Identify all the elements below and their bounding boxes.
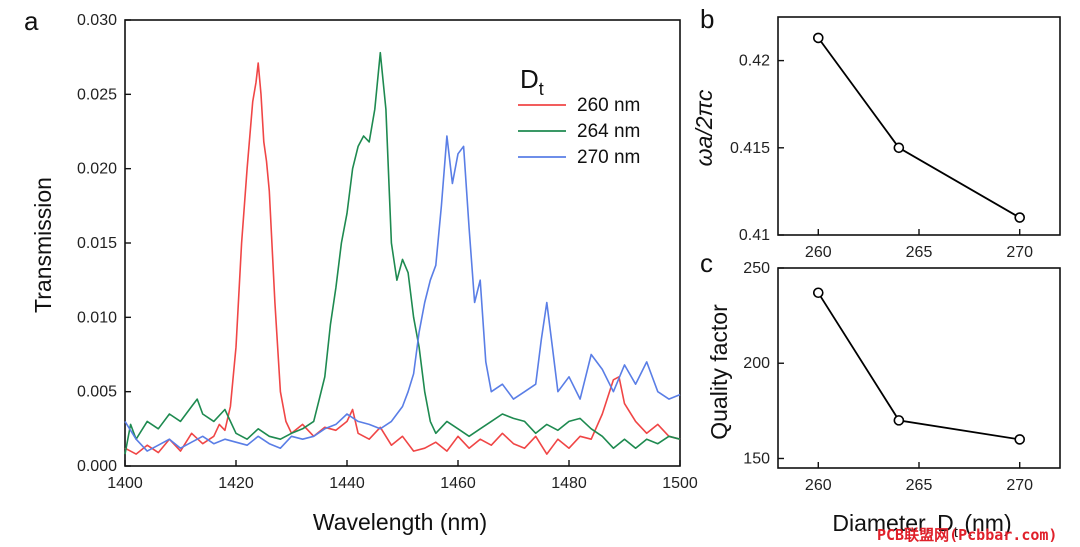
legend-label: 270 nm — [577, 147, 640, 168]
panel-a-x-tick-label: 1420 — [218, 475, 254, 492]
panel-b-x-tick-label: 265 — [906, 244, 933, 261]
panel-c-y-tick-label: 200 — [743, 355, 770, 372]
panel-c-y-tick-label: 150 — [743, 450, 770, 467]
panel-a-y-tick-label: 0.015 — [77, 235, 117, 252]
panel-a-y-tick-label: 0.005 — [77, 384, 117, 401]
panel-c-y-tick-label: 250 — [743, 260, 770, 277]
panel-c-x-tick-label: 270 — [1006, 477, 1033, 494]
panel-b-x-tick-label: 260 — [805, 244, 832, 261]
panel-c-x-tick-label: 265 — [906, 477, 933, 494]
panel-b-frame — [777, 16, 1061, 236]
panel-b-y-tick-label: 0.42 — [739, 53, 770, 70]
panel-a-x-tick-label: 1460 — [440, 475, 476, 492]
panel-b-series — [812, 32, 1026, 223]
panel-c-chart: 260 265 270 150 200 250 Quality factor Diame… — [706, 260, 1061, 541]
panel-a-x-tick-label: 1500 — [662, 475, 698, 492]
panel-c-x-label: Diameter, Dt (nm) — [832, 510, 1011, 541]
panel-c-y-ticks: 150 200 250 — [743, 260, 784, 467]
panel-b-x-tick-label: 270 — [1006, 244, 1033, 261]
panel-a-x-tick-label: 1400 — [107, 475, 143, 492]
panel-b-data-point — [812, 32, 824, 44]
legend-label: 264 nm — [577, 121, 640, 142]
panel-c-data-point — [1014, 434, 1026, 445]
panel-b-y-label: ωa/2πc — [691, 89, 717, 166]
legend: Dt 260 nm 264 nm 270 nm — [518, 64, 640, 168]
panel-a-chart: 1400 1420 1440 1460 1480 1500 0.000 0.005 0.010… — [30, 12, 698, 535]
panel-a-y-tick-label: 0.020 — [77, 161, 117, 178]
panel-b-x-ticks: 260 265 270 — [805, 229, 1033, 261]
panel-c-x-label-main: Diameter, D — [832, 510, 953, 536]
panel-c-x-ticks: 260 265 270 — [805, 462, 1033, 494]
panel-a-x-tick-label: 1480 — [551, 475, 587, 492]
panel-b-y-tick-label: 0.415 — [730, 140, 770, 157]
legend-label: 260 nm — [577, 95, 640, 116]
panel-a-y-tick-label: 0.030 — [77, 12, 117, 29]
panel-label-b: b — [700, 4, 714, 34]
series-line-270-nm — [124, 135, 681, 452]
panel-label-a: a — [24, 6, 39, 36]
panel-a-y-label: Transmission — [30, 177, 56, 313]
panel-a-x-ticks: 1400 1420 1440 1460 1480 1500 — [107, 460, 698, 492]
panel-b-y-ticks: 0.41 0.415 0.42 — [730, 53, 784, 244]
legend-title-sub: t — [539, 79, 544, 99]
panel-a-y-tick-label: 0.000 — [77, 458, 117, 475]
panel-b-data-point — [1014, 212, 1026, 223]
panel-a-y-ticks: 0.000 0.005 0.010 0.015 0.020 0.025 0.030 — [77, 12, 131, 475]
legend-title: Dt — [520, 64, 544, 99]
panel-a-y-tick-label: 0.025 — [77, 86, 117, 103]
panel-c-data-point — [893, 415, 905, 426]
panel-c-series-line — [817, 292, 1020, 441]
watermark-text: PCB联盟网(Pcbbar.com) — [877, 526, 1058, 544]
panel-a-frame — [124, 19, 681, 467]
panel-a-y-tick-label: 0.010 — [77, 309, 117, 326]
panel-b-y-tick-label: 0.41 — [739, 227, 770, 244]
panel-c-x-label-unit: (nm) — [958, 510, 1012, 536]
series-line-260-nm — [124, 62, 681, 455]
panel-a-series — [124, 51, 681, 455]
panel-c-series — [812, 287, 1026, 445]
panel-a-x-label: Wavelength (nm) — [313, 509, 487, 535]
series-line-264-nm — [124, 51, 681, 455]
panel-c-x-label-sub: t — [954, 524, 959, 541]
panel-b-data-point — [893, 142, 905, 154]
legend-title-main: D — [520, 64, 539, 94]
panel-b-chart: 260 265 270 0.41 0.415 0.42 ωa/2πc — [691, 16, 1061, 261]
panel-c-y-label: Quality factor — [706, 304, 732, 440]
legend-items: 260 nm 264 nm 270 nm — [518, 95, 640, 168]
panel-a-x-tick-label: 1440 — [329, 475, 365, 492]
panel-label-c: c — [700, 248, 713, 278]
panel-c-data-point — [812, 287, 824, 299]
panel-c-x-tick-label: 260 — [805, 477, 832, 494]
panel-b-series-line — [817, 37, 1021, 219]
